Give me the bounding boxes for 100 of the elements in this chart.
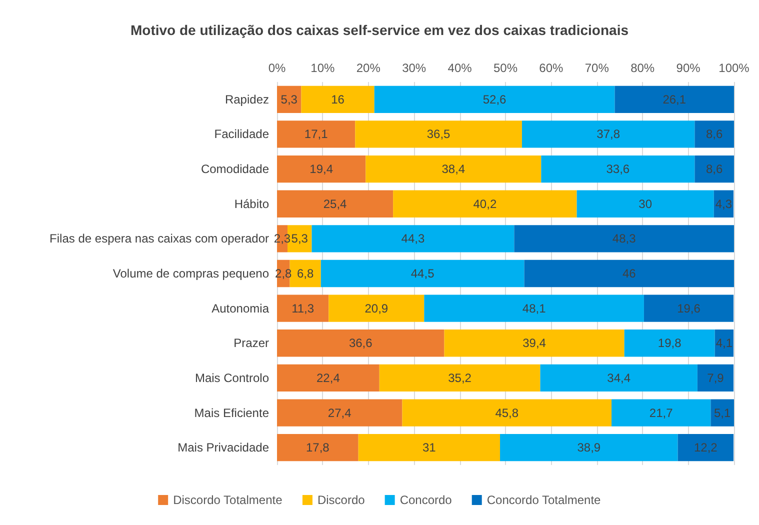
data-label: 31 bbox=[422, 440, 436, 455]
x-tick-label: 50% bbox=[493, 61, 518, 75]
data-label: 5,1 bbox=[714, 406, 732, 420]
data-label: 21,7 bbox=[649, 406, 674, 420]
bar bbox=[277, 155, 366, 183]
bar bbox=[500, 434, 678, 462]
data-label: 39,4 bbox=[522, 336, 546, 350]
data-label: 8,6 bbox=[706, 127, 724, 142]
data-label: 8,6 bbox=[706, 162, 724, 176]
data-label: 48,3 bbox=[612, 232, 636, 246]
x-tick-label: 60% bbox=[539, 61, 564, 75]
data-label: 17,8 bbox=[306, 440, 330, 455]
y-tick-label: Prazer bbox=[234, 336, 270, 350]
bar bbox=[277, 364, 380, 392]
bar bbox=[277, 399, 402, 426]
bar bbox=[328, 294, 424, 322]
bar bbox=[312, 225, 514, 252]
bar bbox=[612, 399, 711, 426]
bar bbox=[379, 364, 540, 392]
bar bbox=[366, 155, 542, 183]
bar bbox=[694, 155, 734, 183]
y-tick-label: Mais Controlo bbox=[194, 370, 270, 385]
y-tick-label: Comodidade bbox=[200, 162, 270, 176]
bar bbox=[697, 364, 734, 392]
data-label: 40,2 bbox=[473, 196, 497, 211]
x-tick-label: 80% bbox=[630, 61, 655, 75]
data-label: 4,3 bbox=[715, 196, 732, 211]
bar bbox=[301, 86, 374, 113]
data-label: 38,4 bbox=[442, 162, 466, 176]
data-label: 16 bbox=[331, 92, 345, 106]
bar bbox=[644, 294, 734, 322]
y-tick-label: Facilidade bbox=[214, 127, 270, 142]
data-label: 19,8 bbox=[658, 336, 682, 350]
bar bbox=[514, 225, 734, 252]
bar bbox=[358, 434, 500, 462]
y-tick-label: Filas de espera nas caixas com operador bbox=[50, 232, 269, 246]
legend-label: Discordo Totalmente bbox=[173, 493, 283, 507]
y-tick-label: Hábito bbox=[234, 196, 270, 211]
bar bbox=[624, 330, 715, 357]
data-label: 30 bbox=[638, 196, 652, 211]
data-label: 5,3 bbox=[291, 232, 308, 246]
data-label: 6,8 bbox=[296, 266, 314, 280]
bar bbox=[374, 86, 615, 113]
x-tick-label: 20% bbox=[356, 61, 381, 75]
data-label: 36,6 bbox=[348, 336, 373, 350]
bar bbox=[524, 260, 734, 288]
data-label: 27,4 bbox=[328, 406, 352, 420]
bar bbox=[540, 364, 698, 392]
bar bbox=[277, 120, 356, 148]
y-tick-label: Autonomia bbox=[212, 301, 270, 316]
bar bbox=[710, 399, 734, 426]
bar bbox=[694, 120, 734, 148]
y-tick-label: Rapidez bbox=[224, 92, 269, 106]
x-tick-label: 0% bbox=[268, 61, 286, 75]
legend-label: Concordo Totalmente bbox=[486, 493, 602, 507]
bar bbox=[277, 294, 329, 322]
data-label: 25,4 bbox=[323, 196, 348, 211]
data-label: 4,1 bbox=[716, 336, 733, 350]
bar bbox=[522, 120, 695, 148]
x-tick-label: 30% bbox=[402, 61, 426, 75]
data-label: 20,9 bbox=[364, 301, 388, 316]
bar bbox=[277, 434, 358, 462]
legend-label: Concordo bbox=[400, 493, 452, 507]
data-label: 19,6 bbox=[677, 301, 701, 316]
data-label: 48,1 bbox=[522, 301, 546, 316]
y-tick-label: Mais Eficiente bbox=[194, 406, 270, 420]
bar bbox=[277, 330, 444, 357]
bar bbox=[424, 294, 644, 322]
data-label: 5,3 bbox=[280, 92, 298, 106]
x-tick-label: 10% bbox=[310, 61, 336, 75]
data-label: 12,2 bbox=[694, 440, 718, 455]
x-tick-label: 70% bbox=[584, 61, 610, 75]
x-tick-label: 40% bbox=[448, 61, 472, 75]
data-label: 22,4 bbox=[316, 370, 340, 385]
data-label: 35,2 bbox=[448, 370, 472, 385]
data-label: 45,8 bbox=[495, 406, 519, 420]
bar bbox=[678, 434, 734, 462]
x-tick-label: 100% bbox=[718, 61, 750, 75]
data-label: 34,4 bbox=[607, 370, 631, 385]
data-label: 52,6 bbox=[482, 92, 507, 106]
bar bbox=[320, 260, 524, 288]
data-label: 11,3 bbox=[292, 301, 314, 316]
data-label: 26,1 bbox=[662, 92, 686, 106]
y-tick-label: Mais Privacidade bbox=[178, 440, 270, 455]
data-label: 36,5 bbox=[426, 127, 451, 142]
data-label: 7,9 bbox=[707, 370, 724, 385]
bar bbox=[614, 86, 734, 113]
data-label: 46 bbox=[622, 266, 636, 280]
data-label: 33,6 bbox=[606, 162, 630, 176]
bar bbox=[393, 190, 577, 218]
x-tick-label: 90% bbox=[676, 61, 701, 75]
legend-label: Discordo bbox=[317, 493, 366, 507]
bar bbox=[541, 155, 695, 183]
bar bbox=[444, 330, 624, 357]
data-label: 19,4 bbox=[310, 162, 334, 176]
data-label: 37,8 bbox=[596, 127, 620, 142]
data-label: 44,5 bbox=[410, 266, 435, 280]
bar bbox=[355, 120, 522, 148]
data-label: 38,9 bbox=[577, 440, 601, 455]
bar bbox=[402, 399, 612, 426]
